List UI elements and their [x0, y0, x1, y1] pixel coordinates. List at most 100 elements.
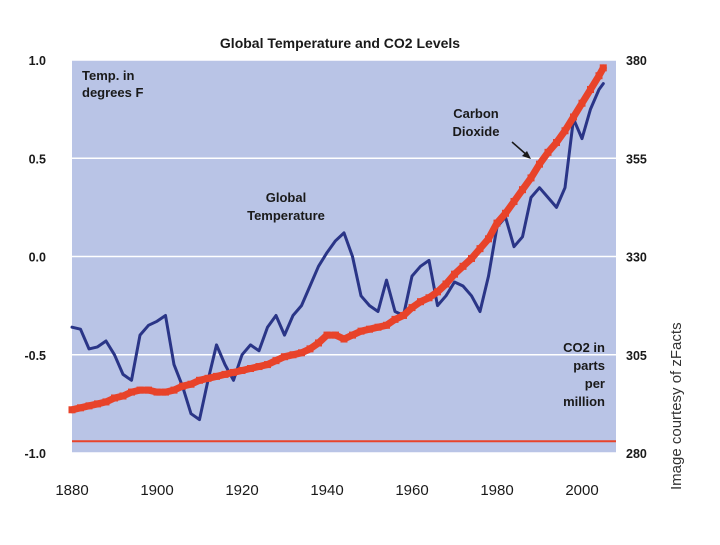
co2-point	[230, 368, 237, 376]
co2-point	[536, 160, 543, 168]
co2-point	[68, 406, 76, 414]
co2-point	[408, 304, 416, 312]
right-tick-label: 380	[626, 54, 647, 68]
co2-point	[196, 376, 203, 384]
co2-point	[425, 294, 433, 302]
co2-point	[340, 335, 348, 343]
co2-point	[527, 174, 535, 182]
co2-point	[366, 325, 373, 333]
co2-point	[298, 349, 305, 357]
right-tick-label: 305	[626, 349, 647, 363]
co2-point	[374, 323, 382, 331]
x-tick-label: 1900	[140, 482, 173, 499]
co2-point	[272, 357, 280, 365]
x-tick-label: 1920	[225, 482, 258, 499]
co2-point	[102, 398, 110, 406]
co2-point	[510, 197, 518, 205]
co2-point	[570, 113, 577, 121]
co2-point	[289, 351, 297, 359]
co2-point	[599, 64, 607, 72]
co2-series-label-line-2: Dioxide	[453, 124, 500, 139]
left-tick-label: -0.5	[24, 349, 46, 363]
co2-point	[162, 388, 169, 396]
co2-point	[468, 254, 475, 262]
gridlines	[72, 59, 616, 454]
co2-point	[493, 219, 501, 227]
co2-point	[315, 339, 322, 347]
co2-point	[595, 72, 603, 80]
co2-point	[357, 327, 365, 335]
left-tick-label: 0.5	[29, 152, 46, 166]
co2-point	[451, 270, 458, 278]
co2-point	[332, 331, 339, 339]
temperature-series-label-line-1: Global	[266, 190, 306, 205]
co2-point	[459, 262, 467, 270]
co2-point	[221, 370, 229, 378]
right-axis-ticks: 380 355 330 305 280	[626, 54, 647, 461]
co2-point	[417, 298, 424, 306]
co2-point	[323, 331, 331, 339]
co2-point	[111, 394, 118, 402]
co2-point	[502, 209, 509, 217]
temperature-series-label-line-2: Temperature	[247, 208, 325, 223]
right-tick-label: 330	[626, 251, 647, 265]
co2-point	[136, 386, 144, 394]
left-tick-label: 0.0	[29, 251, 46, 265]
right-axis-label-line-3: per	[585, 376, 605, 391]
co2-point	[476, 245, 484, 253]
co2-point	[247, 365, 254, 373]
co2-series-label-line-1: Carbon	[453, 106, 499, 121]
co2-point	[255, 363, 263, 371]
co2-point	[383, 321, 390, 329]
co2-point	[485, 235, 492, 243]
left-tick-label: -1.0	[24, 447, 46, 461]
chart-title: Global Temperature and CO2 Levels	[220, 35, 460, 51]
co2-point	[145, 386, 152, 394]
left-axis-label-line-2: degrees F	[82, 85, 143, 100]
x-tick-label: 1960	[395, 482, 428, 499]
x-tick-label: 2000	[565, 482, 598, 499]
co2-point	[391, 315, 399, 323]
x-tick-label: 1880	[55, 482, 88, 499]
co2-point	[204, 374, 212, 382]
co2-point	[434, 288, 441, 296]
series-line-carbon-dioxide	[68, 64, 607, 414]
co2-point	[119, 392, 127, 400]
co2-point	[179, 382, 186, 390]
co2-point	[153, 388, 161, 396]
image-credit: Image courtesy of zFacts	[668, 322, 685, 490]
co2-point	[400, 311, 407, 319]
left-axis-label-line-1: Temp. in	[82, 68, 135, 83]
co2-point	[170, 386, 178, 394]
right-axis-label-line-1: CO2 in	[563, 340, 605, 355]
co2-point	[77, 404, 84, 412]
co2-point	[587, 85, 594, 93]
x-tick-label: 1940	[310, 482, 343, 499]
co2-point	[306, 345, 314, 353]
co2-point	[213, 372, 220, 380]
co2-point	[519, 186, 526, 194]
co2-point	[349, 331, 356, 339]
x-tick-label: 1980	[480, 482, 513, 499]
x-axis-ticks: 1880 1900 1920 1940 1960 1980 2000	[55, 482, 598, 499]
right-tick-label: 355	[626, 152, 647, 166]
co2-point	[544, 148, 552, 156]
co2-point	[238, 366, 246, 374]
left-axis-ticks: 1.0 0.5 0.0 -0.5 -1.0	[24, 54, 46, 461]
co2-point	[578, 99, 586, 107]
co2-point	[94, 400, 101, 408]
co2-point	[553, 139, 560, 147]
co2-point	[442, 280, 450, 288]
co2-points	[68, 64, 607, 414]
co2-label-arrowhead-icon	[522, 151, 531, 159]
co2-point	[281, 353, 288, 361]
co2-point	[264, 361, 271, 369]
left-tick-label: 1.0	[29, 54, 46, 68]
right-axis-label-line-2: parts	[573, 358, 605, 373]
right-axis-label-line-4: million	[563, 394, 605, 409]
co2-point	[187, 380, 195, 388]
series-line-global-temperature	[70, 82, 605, 422]
co2-point	[85, 402, 93, 410]
